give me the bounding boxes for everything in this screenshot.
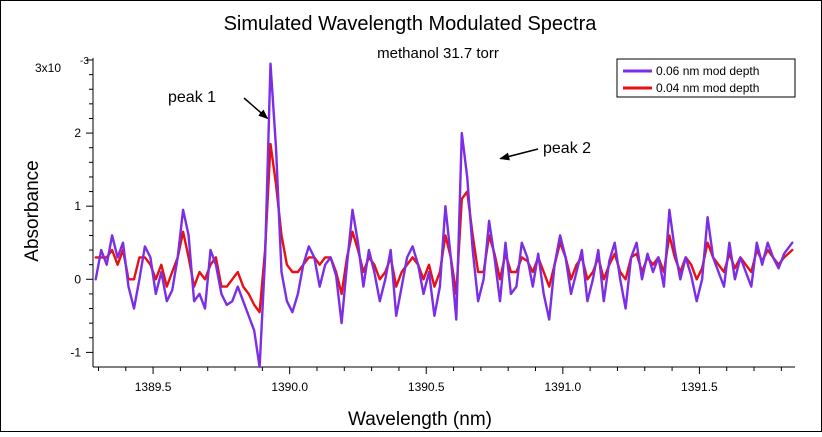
annotation-arrow-peak-2 (499, 148, 539, 161)
legend-box (616, 58, 796, 98)
y-tick-label: 2 (74, 126, 81, 140)
legend: 0.06 nm mod depth 0.04 nm mod depth (616, 58, 796, 98)
y-axis-label: Absorbance (22, 160, 43, 261)
x-tick-label: 1389.5 (135, 380, 172, 394)
y-exponent-label: 3x10 -3 (35, 56, 89, 75)
x-tick-label: 1391.0 (544, 380, 581, 394)
x-tick-label: 1390.0 (271, 380, 308, 394)
chart-subtitle: methanol 31.7 torr (377, 45, 499, 62)
x-tick-label: 1391.5 (681, 380, 718, 394)
y-exponent-base: 3x10 (35, 61, 61, 75)
legend-label-series-1: 0.06 nm mod depth (656, 64, 759, 78)
y-tick-label: -1 (70, 345, 81, 359)
y-tick-label: 0 (74, 272, 81, 286)
series-line-1 (94, 62, 794, 369)
chart-title: Simulated Wavelength Modulated Spectra (224, 13, 598, 35)
axes: 1389.5 1390.0 1390.5 1391.0 1391.5 -1 0 1 2 (70, 58, 795, 394)
annotation-peak-2: peak 2 (543, 140, 591, 157)
annotation-arrow-peak-1 (243, 97, 269, 120)
annotations: peak 1 peak 2 (168, 89, 591, 161)
series-lines (94, 62, 794, 369)
x-axis-label: Wavelength (nm) (348, 409, 492, 430)
legend-label-series-2: 0.04 nm mod depth (656, 81, 759, 95)
annotation-peak-1: peak 1 (168, 89, 216, 106)
x-tick-label: 1390.5 (408, 380, 445, 394)
y-exponent-power: -3 (80, 56, 89, 67)
y-tick-label: 1 (74, 199, 81, 213)
